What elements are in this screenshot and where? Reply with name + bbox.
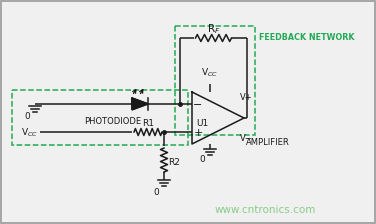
Text: 0: 0 xyxy=(24,112,30,121)
Text: 0: 0 xyxy=(199,155,205,164)
Text: V+: V+ xyxy=(240,93,253,102)
Text: +: + xyxy=(193,128,203,138)
Text: www.cntronics.com: www.cntronics.com xyxy=(214,205,316,215)
Text: 0: 0 xyxy=(153,187,159,196)
Text: V$_{CC}$: V$_{CC}$ xyxy=(202,67,218,79)
Text: V−: V− xyxy=(240,134,253,143)
Text: V$_{CC}$: V$_{CC}$ xyxy=(21,127,39,139)
Text: AMPLIFIER: AMPLIFIER xyxy=(246,138,290,146)
Text: FEEDBACK NETWORK: FEEDBACK NETWORK xyxy=(259,34,355,43)
Text: −: − xyxy=(193,100,203,110)
Text: U1: U1 xyxy=(196,119,208,129)
Text: R$_F$: R$_F$ xyxy=(207,22,220,36)
Text: R2: R2 xyxy=(168,157,180,166)
Text: R1: R1 xyxy=(142,118,154,127)
Text: PHOTODIODE: PHOTODIODE xyxy=(84,117,141,127)
Polygon shape xyxy=(132,98,148,110)
